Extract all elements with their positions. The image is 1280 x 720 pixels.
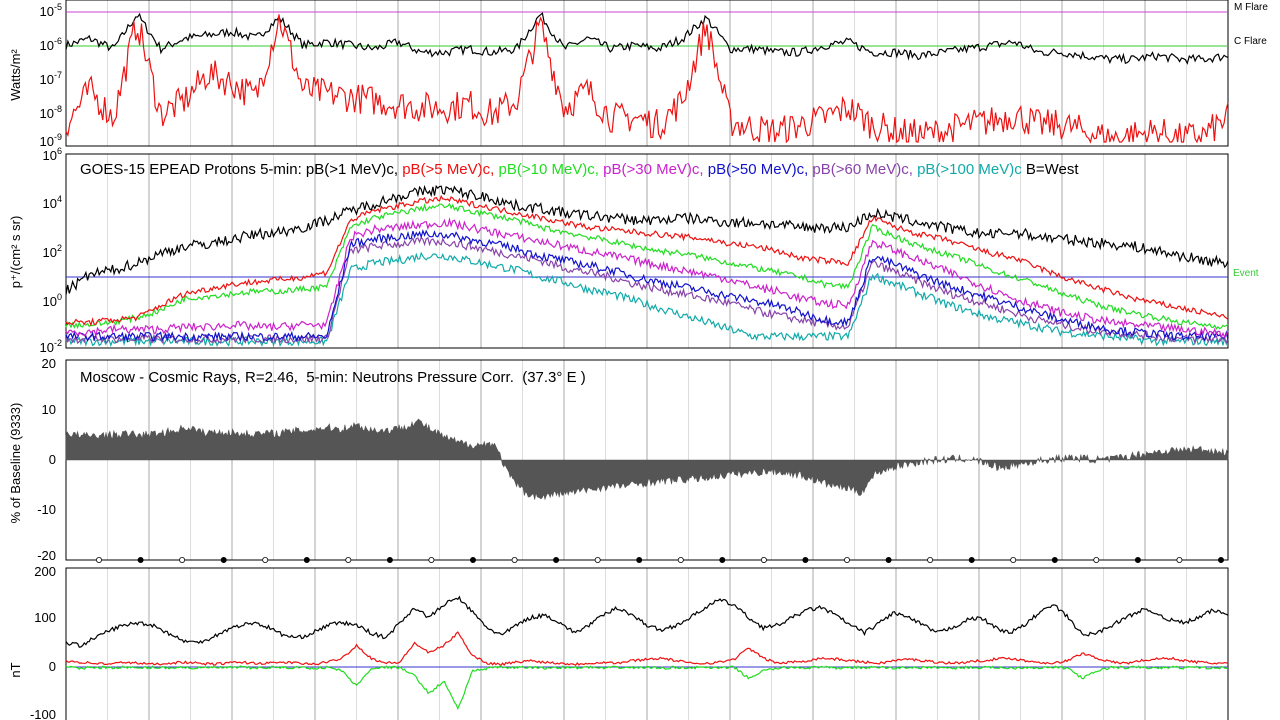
day-marker-open bbox=[760, 557, 767, 564]
proton-gt50-line bbox=[65, 229, 1229, 343]
proton-ytick-2: 104 bbox=[43, 194, 62, 211]
mag-ytick-4: -100 bbox=[30, 707, 56, 720]
xray-y-axis-label: Watts/m² bbox=[8, 49, 23, 101]
proton-gt30-line bbox=[65, 217, 1229, 340]
day-markers bbox=[96, 557, 1225, 564]
xray-frame bbox=[65, 0, 1229, 147]
cosmic-y-ticks: 20 10 0 -10 -20 bbox=[37, 356, 56, 563]
day-marker-filled bbox=[968, 557, 975, 564]
day-marker-open bbox=[262, 557, 269, 564]
xray-y-ticks: 10-5 10-6 10-7 10-8 10-9 bbox=[40, 2, 62, 149]
proton-vertical-grid bbox=[107, 154, 1187, 348]
cosmic-ray-area bbox=[65, 418, 1229, 501]
day-marker-filled bbox=[137, 557, 144, 564]
xray-series bbox=[65, 12, 1229, 144]
day-marker-open bbox=[927, 557, 934, 564]
proton-series bbox=[65, 184, 1229, 348]
proton-gt10-line bbox=[65, 202, 1229, 330]
cosmic-ytick-5: -20 bbox=[37, 548, 56, 563]
xray-ytick-4: 10-8 bbox=[40, 104, 62, 121]
proton-title-part-7: pB(>100 MeV)c bbox=[917, 161, 1026, 178]
mag-ytick-2: 100 bbox=[34, 610, 56, 625]
day-marker-open bbox=[1093, 557, 1100, 564]
mag-frame bbox=[65, 567, 1229, 720]
day-marker-open bbox=[1176, 557, 1183, 564]
day-marker-filled bbox=[386, 557, 393, 564]
c-flare-label: C Flare bbox=[1234, 36, 1267, 47]
cosmic-ytick-4: -10 bbox=[37, 502, 56, 517]
mag-y-axis-label: nT bbox=[8, 662, 23, 677]
mag-y-ticks: 200 100 0 -100 bbox=[30, 564, 56, 720]
proton-frame bbox=[65, 153, 1229, 349]
mag-series bbox=[65, 595, 1229, 711]
proton-title-part-6: pB(>60 MeV)c, bbox=[812, 161, 917, 178]
proton-title-part-5: pB(>50 MeV)c, bbox=[708, 161, 813, 178]
proton-title-part-2: pB(>5 MeV)c, bbox=[402, 161, 498, 178]
xray-ytick-2: 10-6 bbox=[40, 36, 62, 53]
proton-title: GOES-15 EPEAD Protons 5-min: pB(>1 MeV)c… bbox=[80, 161, 1079, 178]
cosmic-ray-panel: Moscow - Cosmic Rays, R=2.46, 5-min: Neu… bbox=[8, 356, 1229, 564]
xray-ytick-3: 10-7 bbox=[40, 70, 62, 87]
xray-long-series-line bbox=[65, 12, 1229, 65]
day-marker-open bbox=[179, 557, 186, 564]
day-marker-open bbox=[345, 557, 352, 564]
mag-north-line bbox=[65, 665, 1228, 711]
day-marker-filled bbox=[636, 557, 643, 564]
day-marker-filled bbox=[1134, 557, 1141, 564]
day-marker-open bbox=[1010, 557, 1017, 564]
cosmic-y-axis-label: % of Baseline (9333) bbox=[8, 403, 23, 524]
day-marker-open bbox=[677, 557, 684, 564]
mag-ytick-3: 0 bbox=[49, 659, 56, 674]
day-marker-open bbox=[844, 557, 851, 564]
day-marker-filled bbox=[802, 557, 809, 564]
cosmic-ytick-2: 10 bbox=[42, 402, 56, 417]
cosmic-series bbox=[65, 418, 1229, 501]
magnetometer-panel: nT 200 100 0 -100 bbox=[8, 564, 1229, 720]
day-marker-filled bbox=[469, 557, 476, 564]
proton-title-part-3: pB(>10 MeV)c, bbox=[499, 161, 604, 178]
day-marker-filled bbox=[553, 557, 560, 564]
day-marker-filled bbox=[220, 557, 227, 564]
proton-gt1-line bbox=[65, 184, 1229, 295]
m-flare-label: M Flare bbox=[1234, 2, 1268, 13]
proton-title-part-4: pB(>30 MeV)c, bbox=[603, 161, 708, 178]
day-marker-open bbox=[511, 557, 518, 564]
proton-ytick-4: 100 bbox=[43, 292, 62, 309]
proton-gt60-line bbox=[65, 236, 1229, 345]
day-marker-filled bbox=[719, 557, 726, 564]
proton-panel: Event GOES-15 EPEAD Protons 5-min: pB(>1… bbox=[8, 146, 1259, 355]
proton-y-ticks: 106 104 102 100 10-2 bbox=[40, 146, 62, 355]
xray-short-series-line bbox=[65, 14, 1229, 144]
xray-ytick-1: 10-5 bbox=[40, 2, 62, 19]
proton-title-part-1: GOES-15 EPEAD Protons 5-min: pB(>1 MeV)c… bbox=[80, 161, 402, 178]
xray-panel: M Flare C Flare Watts/m² 10-5 10-6 10-7 … bbox=[8, 0, 1268, 149]
mag-vertical-grid bbox=[107, 568, 1187, 720]
cosmic-ytick-1: 20 bbox=[42, 356, 56, 371]
day-marker-filled bbox=[885, 557, 892, 564]
cosmic-ytick-3: 0 bbox=[49, 452, 56, 467]
day-marker-open bbox=[428, 557, 435, 564]
day-marker-filled bbox=[1218, 557, 1225, 564]
proton-ytick-5: 10-2 bbox=[40, 338, 62, 355]
proton-gt5-line bbox=[65, 194, 1229, 327]
mag-east-line bbox=[65, 631, 1229, 667]
proton-ytick-1: 106 bbox=[43, 146, 62, 163]
mag-ytick-1: 200 bbox=[34, 564, 56, 579]
proton-y-axis-label: p⁺/(cm² s sr) bbox=[8, 216, 23, 289]
mag-hp-line bbox=[65, 595, 1229, 648]
cosmic-title: Moscow - Cosmic Rays, R=2.46, 5-min: Neu… bbox=[80, 369, 586, 386]
day-marker-filled bbox=[1051, 557, 1058, 564]
day-marker-open bbox=[594, 557, 601, 564]
proton-title-part-8: B=West bbox=[1026, 161, 1079, 178]
xray-ytick-5: 10-9 bbox=[40, 132, 62, 149]
day-marker-open bbox=[96, 557, 103, 564]
day-marker-filled bbox=[303, 557, 310, 564]
proton-ytick-3: 102 bbox=[43, 243, 62, 260]
event-label: Event bbox=[1233, 268, 1259, 279]
